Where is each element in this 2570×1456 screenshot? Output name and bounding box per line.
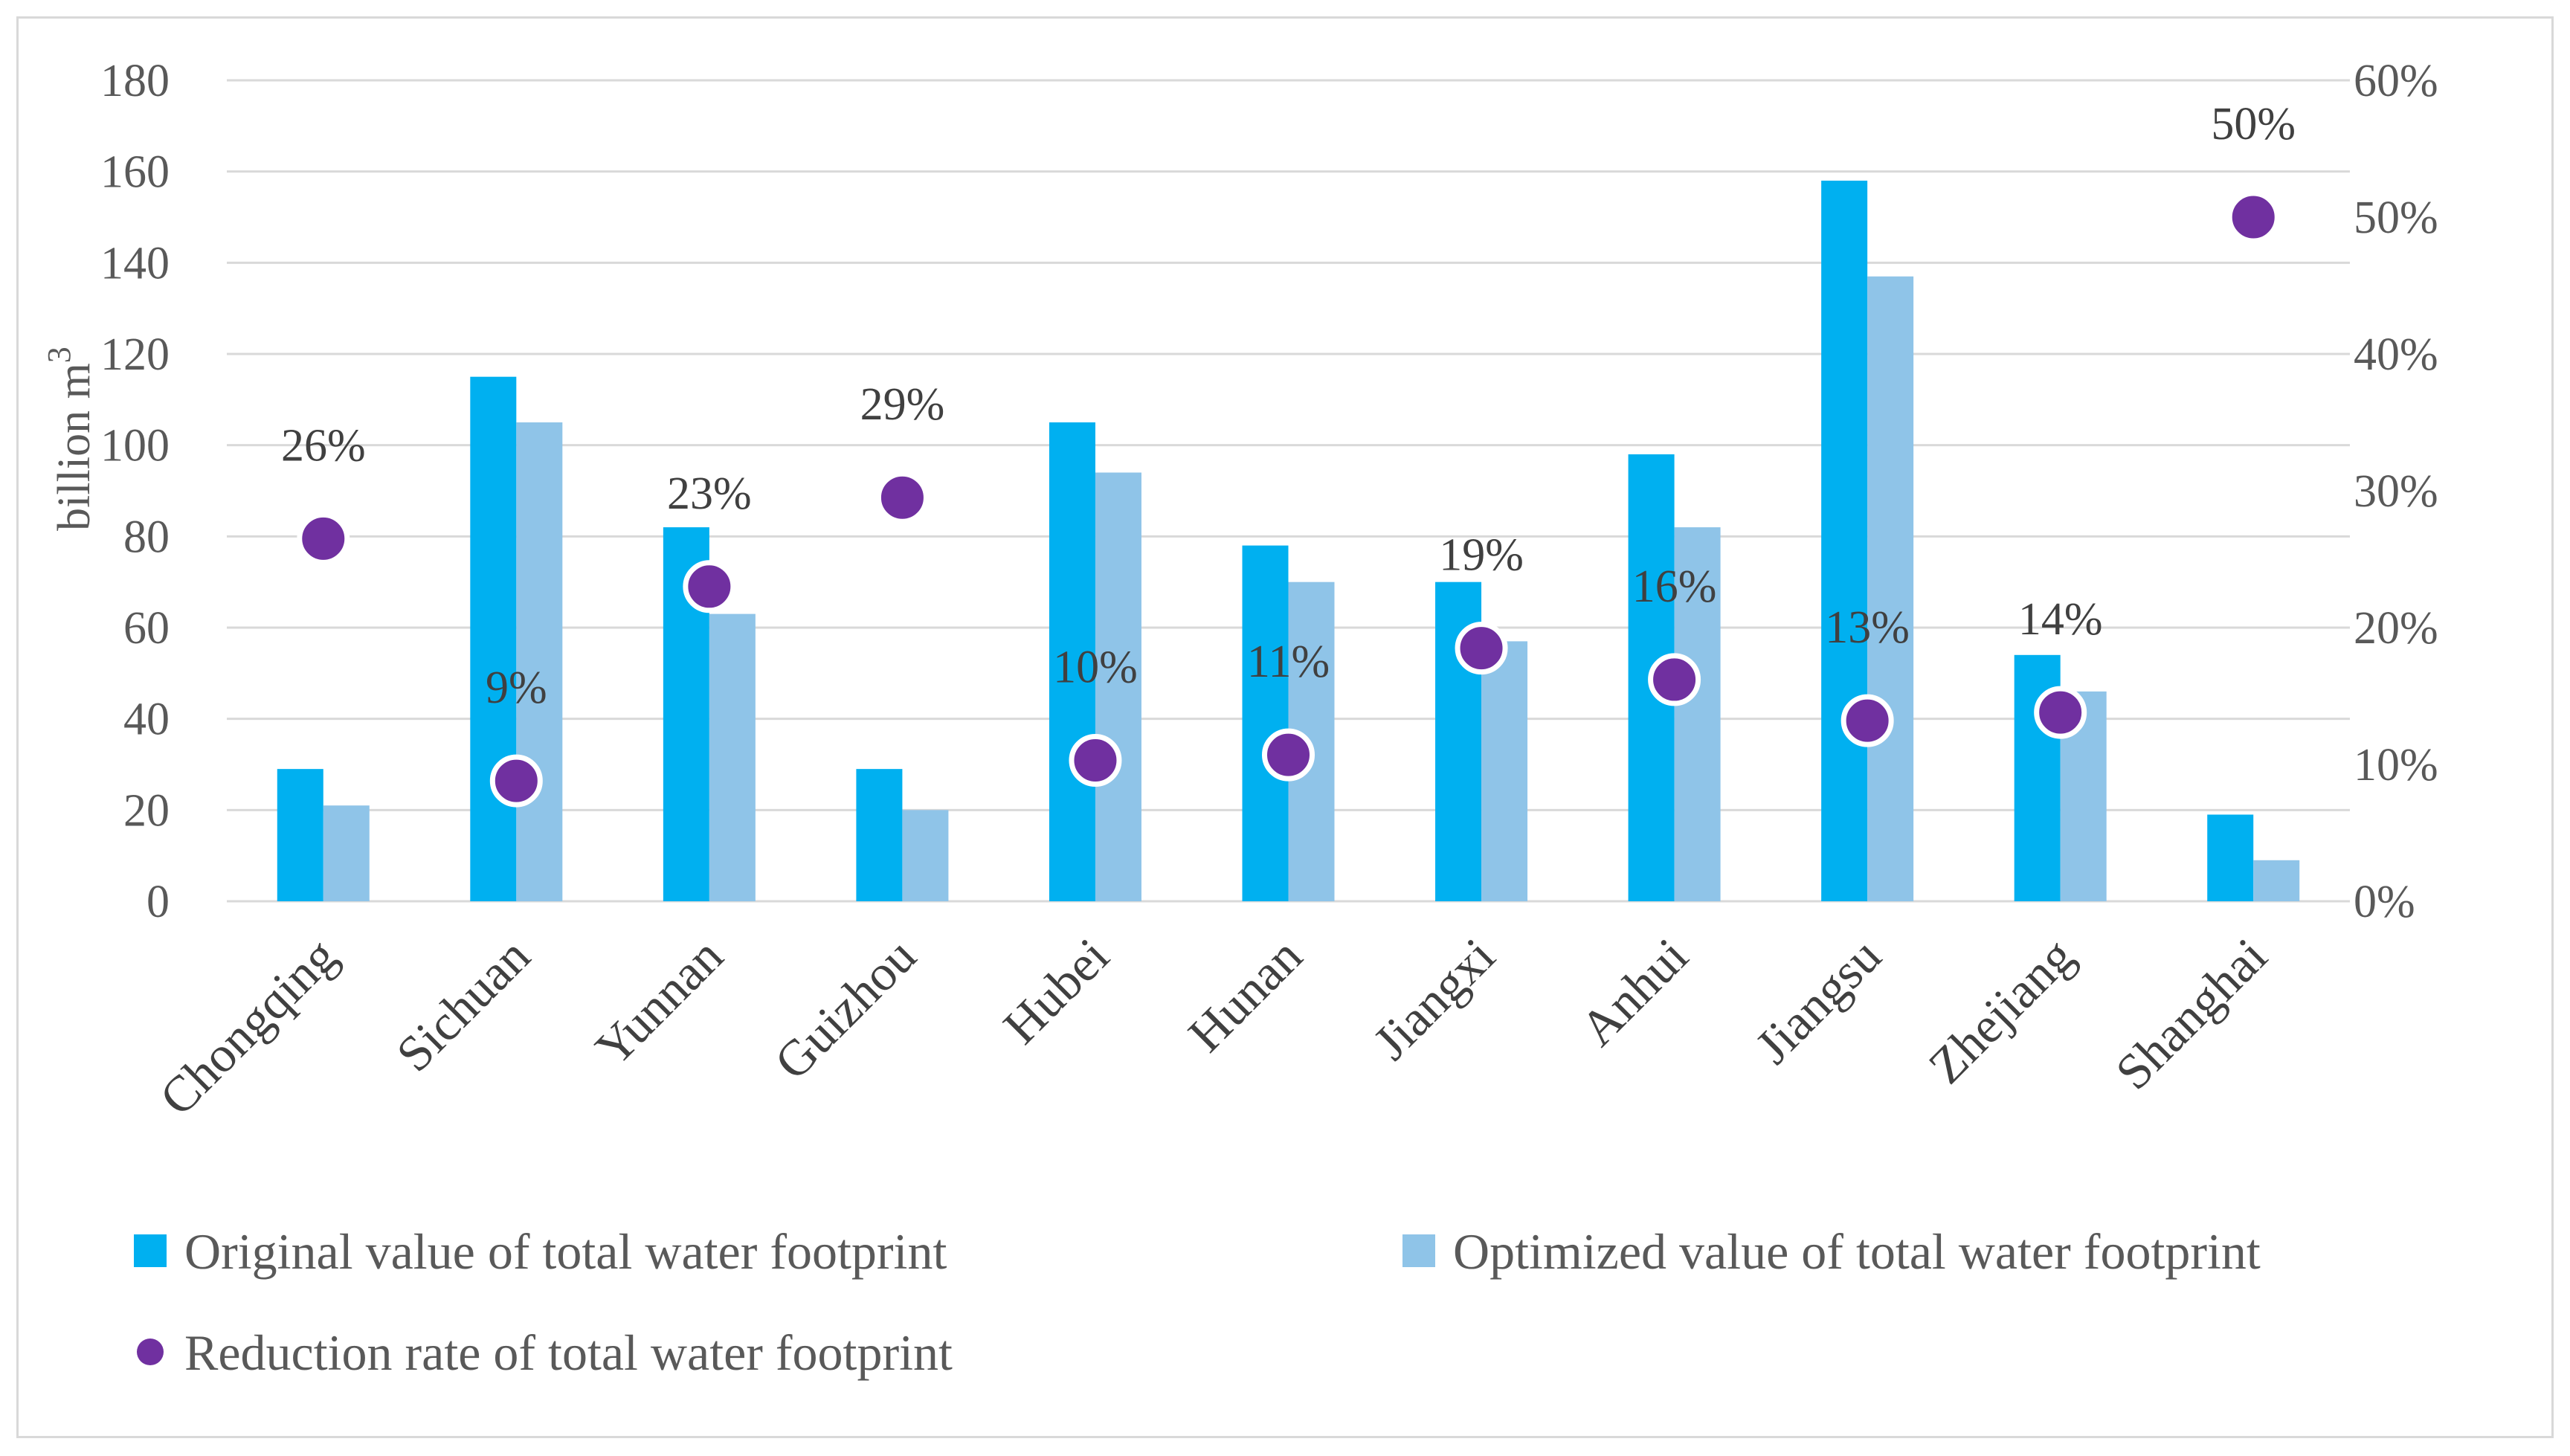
bar-original	[856, 769, 903, 901]
y-tick-label: 180	[100, 56, 170, 106]
reduction-label: 26%	[281, 420, 366, 471]
legend-swatch-original	[134, 1234, 167, 1267]
legend: Original value of total water footprint …	[134, 1223, 2261, 1381]
bar-original	[1242, 545, 1289, 901]
reduction-point	[1648, 653, 1701, 706]
bar-optimized	[1674, 527, 1721, 901]
bar-original	[277, 769, 323, 901]
category-label: Jiangxi	[1362, 927, 1506, 1071]
category-label: Anhui	[1569, 927, 1698, 1057]
y-tick-label: 40	[123, 695, 170, 745]
y-tick-label: 20	[123, 785, 170, 836]
y-axis-left-ticks: 0 20 40 60 80 100 120 140 160 180	[100, 56, 170, 927]
x-axis-categories: Chongqing Sichuan Yunnan Guizhou Hubei Hunan J…	[149, 927, 2278, 1126]
bar-optimized	[323, 805, 370, 901]
reduction-point	[2034, 686, 2087, 739]
reduction-point	[1840, 694, 1894, 747]
y2-tick-label: 50%	[2354, 193, 2438, 243]
legend-label-reduction: Reduction rate of total water footprint	[184, 1324, 953, 1381]
category-label: Zhejiang	[1918, 927, 2085, 1095]
category-label: Shanghai	[2104, 927, 2278, 1101]
bar-original	[1821, 180, 1868, 901]
legend-marker-reduction	[137, 1339, 164, 1365]
reduction-label: 16%	[1632, 561, 1717, 612]
y-tick-label: 160	[100, 147, 170, 198]
bar-optimized	[1867, 276, 1914, 901]
category-label: Jiangsu	[1745, 927, 1892, 1075]
reduction-label: 10%	[1053, 642, 1138, 692]
reduction-label: 11%	[1247, 637, 1330, 687]
category-label: Guizhou	[764, 927, 927, 1090]
point-labels: 26% 9% 23% 29% 10% 11% 19% 16% 13% 14% 50%	[281, 99, 2296, 713]
gridlines	[227, 79, 2350, 903]
y2-tick-label: 0%	[2354, 877, 2415, 927]
category-label: Sichuan	[385, 927, 541, 1083]
category-label: Yunnan	[584, 927, 734, 1077]
reduction-label: 9%	[486, 663, 547, 713]
y-tick-label: 80	[123, 512, 170, 562]
y-tick-label: 140	[100, 238, 170, 289]
y-axis-right-ticks: 0% 10% 20% 30% 40% 50% 60%	[2354, 56, 2438, 927]
reduction-point	[1455, 622, 1508, 675]
reduction-points	[297, 190, 2280, 808]
legend-swatch-optimized	[1402, 1234, 1435, 1267]
y2-tick-label: 20%	[2354, 603, 2438, 654]
bar-original	[1049, 422, 1095, 901]
reduction-label: 14%	[2018, 594, 2103, 645]
y-tick-label: 120	[100, 329, 170, 380]
y2-tick-label: 10%	[2354, 740, 2438, 790]
bar-original	[2207, 814, 2254, 901]
reduction-label: 29%	[860, 379, 945, 430]
y-tick-label: 0	[146, 877, 170, 927]
legend-label-optimized: Optimized value of total water footprint	[1453, 1223, 2261, 1280]
y2-tick-label: 30%	[2354, 466, 2438, 517]
reduction-label: 19%	[1439, 530, 1524, 581]
bars	[277, 180, 2300, 902]
y-axis-title: billion m3	[41, 347, 100, 531]
legend-label-original: Original value of total water footprint	[184, 1223, 947, 1280]
category-label: Hubei	[992, 927, 1119, 1054]
reduction-point	[683, 560, 736, 613]
y-tick-label: 60	[123, 603, 170, 654]
reduction-point	[875, 471, 929, 524]
y2-tick-label: 60%	[2354, 56, 2438, 106]
reduction-point	[1262, 728, 1315, 782]
y-axis-title-superscript: 3	[41, 347, 77, 363]
y2-tick-label: 40%	[2354, 329, 2438, 380]
bar-optimized	[1481, 641, 1528, 901]
bar-optimized	[709, 613, 756, 901]
reduction-label: 50%	[2211, 99, 2296, 149]
category-label: Chongqing	[149, 927, 347, 1126]
reduction-point	[489, 754, 543, 808]
reduction-point	[1069, 733, 1122, 787]
bar-optimized	[1095, 472, 1141, 901]
bar-original	[470, 376, 517, 902]
reduction-label: 23%	[667, 468, 752, 519]
y-tick-label: 100	[100, 421, 170, 471]
bar-optimized	[516, 422, 563, 901]
bar-optimized	[902, 810, 949, 901]
category-label: Hunan	[1177, 927, 1313, 1063]
y-axis-title-text: billion m	[49, 363, 100, 531]
reduction-label: 13%	[1825, 602, 1910, 653]
bar-optimized	[2253, 860, 2300, 901]
reduction-point	[2226, 190, 2280, 244]
reduction-point	[297, 512, 350, 565]
